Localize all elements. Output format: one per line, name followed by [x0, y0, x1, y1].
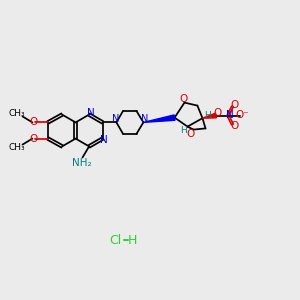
Text: N: N	[112, 114, 119, 124]
Text: O⁻: O⁻	[236, 110, 249, 121]
Text: O: O	[230, 100, 238, 110]
Polygon shape	[202, 113, 217, 118]
Text: Cl: Cl	[110, 233, 122, 247]
Text: O: O	[179, 94, 188, 104]
Text: CH₃: CH₃	[9, 110, 26, 118]
Text: NH₂: NH₂	[72, 158, 92, 168]
Text: O: O	[30, 134, 38, 144]
Text: N: N	[100, 135, 108, 145]
Text: N: N	[226, 110, 234, 121]
Text: H: H	[128, 233, 138, 247]
Text: N: N	[141, 114, 148, 124]
Text: CH₃: CH₃	[9, 142, 26, 152]
Polygon shape	[143, 115, 175, 122]
Text: N: N	[87, 108, 94, 118]
Text: H: H	[181, 126, 187, 135]
Text: O: O	[230, 121, 238, 131]
Text: O: O	[186, 128, 195, 139]
Text: O: O	[213, 107, 221, 118]
Text: H: H	[205, 111, 211, 120]
Text: O: O	[30, 117, 38, 127]
